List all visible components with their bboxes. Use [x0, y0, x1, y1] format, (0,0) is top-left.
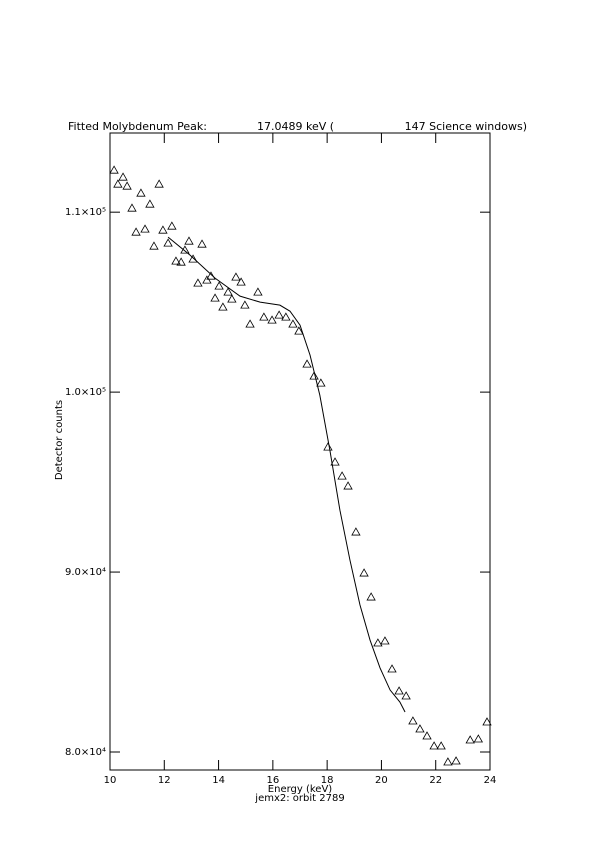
data-point [288, 319, 298, 328]
data-point [145, 199, 155, 208]
title-part: 147 Science windows) [405, 120, 527, 133]
data-point [223, 287, 233, 296]
data-point [231, 272, 241, 281]
data-point [415, 724, 425, 733]
x-tick-label: 18 [321, 775, 334, 786]
data-point [176, 257, 186, 266]
data-point [281, 312, 291, 321]
y-tick-label: 8.0×10⁴ [65, 747, 106, 758]
data-point [184, 236, 194, 245]
data-point [302, 359, 312, 368]
data-point [197, 239, 207, 248]
data-point [259, 312, 269, 321]
data-point [380, 636, 390, 645]
data-point [149, 241, 159, 250]
title-part: Fitted Molybdenum Peak: [68, 120, 207, 133]
data-point [482, 717, 492, 726]
data-point [366, 592, 376, 601]
plot-frame [109, 132, 491, 771]
data-point [351, 527, 361, 536]
y-tick-label: 1.1×10⁵ [65, 207, 106, 218]
title-part: 17.0489 keV ( [257, 120, 334, 133]
data-point [227, 294, 237, 303]
data-point [218, 302, 228, 311]
subtitle: jemx2: orbit 2789 [254, 793, 344, 804]
data-point [343, 481, 353, 490]
data-point [408, 716, 418, 725]
data-point [274, 310, 284, 319]
x-tick-label: 24 [484, 775, 497, 786]
data-point [136, 188, 146, 197]
y-tick-label: 9.0×10⁴ [65, 567, 106, 578]
x-tick-label: 16 [266, 775, 279, 786]
x-tick-label: 10 [104, 775, 117, 786]
data-point [109, 165, 119, 174]
data-point [373, 638, 383, 647]
data-point [113, 179, 123, 188]
data-point [337, 471, 347, 480]
data-point [394, 686, 404, 695]
data-point [323, 442, 333, 451]
x-tick-label: 20 [375, 775, 388, 786]
data-point [401, 691, 411, 700]
data-point [236, 277, 246, 286]
data-point [140, 224, 150, 233]
data-point [122, 181, 132, 190]
data-point [309, 371, 319, 380]
x-tick-label: 12 [158, 775, 171, 786]
data-point [240, 300, 250, 309]
data-point [429, 741, 439, 750]
fit-line [167, 236, 406, 713]
y-tick-label: 1.0×10⁵ [65, 387, 106, 398]
x-tick-label: 14 [212, 775, 225, 786]
data-point [253, 287, 263, 296]
data-point [443, 757, 453, 766]
data-point [171, 256, 181, 265]
data-point [387, 664, 397, 673]
data-point [267, 315, 277, 324]
data-point [294, 326, 304, 335]
data-point [154, 179, 164, 188]
x-tick-label: 22 [429, 775, 442, 786]
data-point [436, 741, 446, 750]
data-point [422, 731, 432, 740]
data-point [473, 734, 484, 743]
data-point [167, 221, 177, 230]
data-point [131, 227, 141, 236]
data-point [127, 203, 137, 212]
y-axis-label: Detector counts [54, 400, 65, 480]
data-point [210, 293, 220, 302]
data-point [451, 756, 461, 765]
data-point [316, 378, 326, 387]
data-point [359, 568, 369, 577]
data-point [465, 735, 475, 744]
x-axis-label: Energy (keV) [268, 784, 333, 795]
data-point [193, 278, 203, 287]
data-point [188, 254, 198, 263]
data-point [330, 457, 340, 466]
data-point [245, 319, 255, 328]
data-point [158, 225, 168, 234]
data-point [118, 172, 128, 181]
data-point [202, 275, 212, 284]
data-point [163, 238, 173, 247]
data-point [214, 281, 224, 290]
